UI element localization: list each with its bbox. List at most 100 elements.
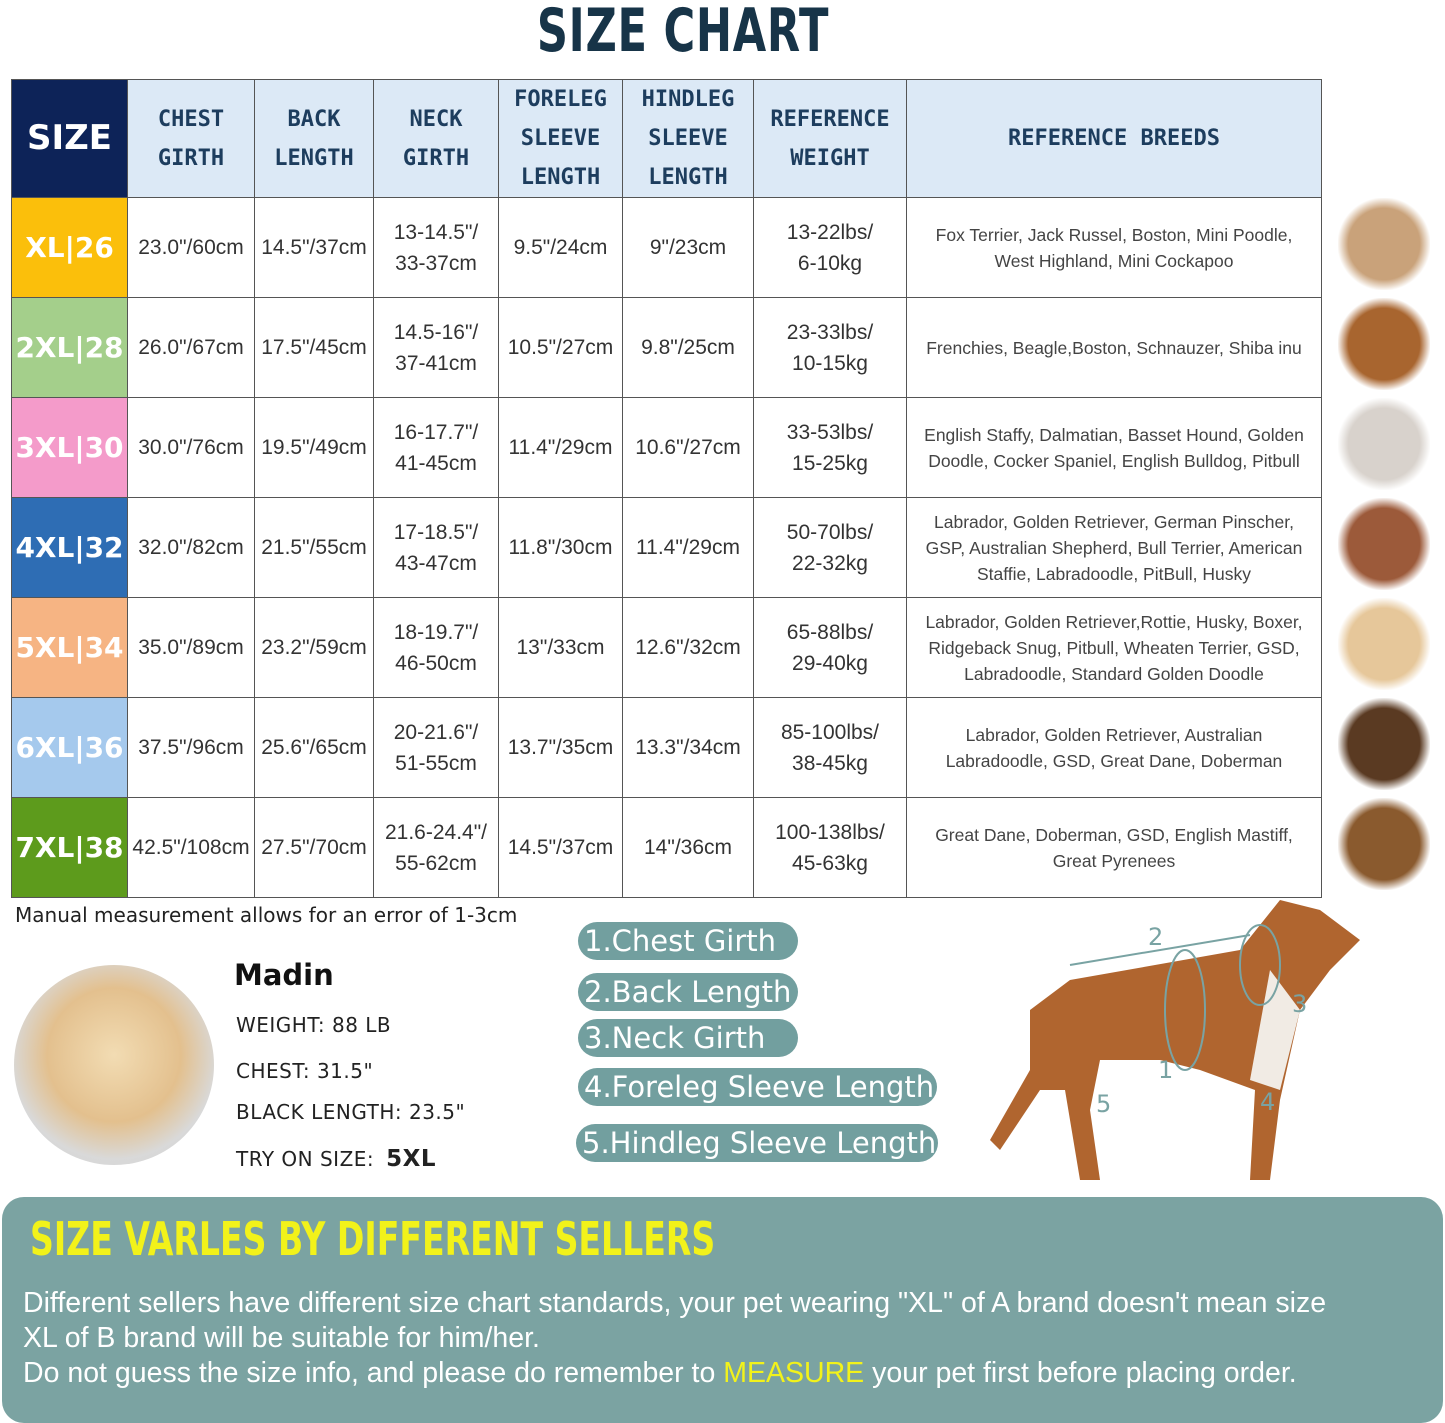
cell-chest: 26.0"/67cm [127,297,255,398]
cell-foreleg: 11.4"/29cm [498,397,623,498]
cell-back: 17.5"/45cm [254,297,374,398]
try-size-value: 5XL [386,1146,437,1172]
cell-hindleg: 11.4"/29cm [622,497,754,598]
table-row: 3XL|30 30.0"/76cm 19.5"/49cm 16-17.7"/ 41-4… [11,397,1322,498]
measure-label: 4.Foreleg Sleeve Length [578,1068,937,1106]
cell-neck: 13-14.5"/ 33-37cm [373,197,499,298]
cell-neck: 18-19.7"/ 46-50cm [373,597,499,698]
breed-dog-photo [1338,498,1430,590]
measure-label: 3.Neck Girth [578,1019,798,1057]
cell-size: 4XL|32 [11,497,128,598]
cell-weight: 50-70lbs/ 22-32kg [753,497,907,598]
cell-weight: 100-138lbs/ 45-63kg [753,797,907,898]
cell-hindleg: 14"/36cm [622,797,754,898]
cell-chest: 23.0"/60cm [127,197,255,298]
cell-back: 14.5"/37cm [254,197,374,298]
cell-back: 27.5"/70cm [254,797,374,898]
cell-size: XL|26 [11,197,128,298]
page-title: SIZE CHART [536,0,830,66]
seller-notice-panel [2,1197,1443,1423]
cell-foreleg: 11.8"/30cm [498,497,623,598]
cell-back: 19.5"/49cm [254,397,374,498]
table-row: 7XL|38 42.5"/108cm 27.5"/70cm 21.6-24.4"/ 5… [11,797,1322,898]
cell-back: 23.2"/59cm [254,597,374,698]
measure-highlight: MEASURE [723,1357,865,1389]
cell-chest: 42.5"/108cm [127,797,255,898]
cell-weight: 33-53lbs/ 15-25kg [753,397,907,498]
cell-back: 25.6"/65cm [254,697,374,798]
dog-measurement-diagram: 2 3 1 4 5 [990,900,1360,1180]
cell-chest: 35.0"/89cm [127,597,255,698]
column-header: NECK GIRTH [373,79,499,198]
breed-dog-photo [1338,798,1430,890]
table-row: 5XL|34 35.0"/89cm 23.2"/59cm 18-19.7"/ 46-5… [11,597,1322,698]
panel-text-line: XL of B brand will be suitable for him/h… [23,1322,540,1354]
cell-neck: 20-21.6"/ 51-55cm [373,697,499,798]
cell-neck: 21.6-24.4"/ 55-62cm [373,797,499,898]
example-try-size: TRY ON SIZE: 5XL [236,1146,436,1172]
cell-weight: 23-33lbs/ 10-15kg [753,297,907,398]
cell-breeds: Labrador, Golden Retriever,Rottie, Husky… [906,597,1322,698]
column-header: FORELEG SLEEVE LENGTH [498,79,623,198]
cell-hindleg: 12.6"/32cm [622,597,754,698]
cell-weight: 65-88lbs/ 29-40kg [753,597,907,698]
diagram-label: 2 [1148,923,1163,951]
column-header: SIZE [11,79,128,198]
breed-dog-photo [1338,398,1430,490]
cell-neck: 14.5-16"/ 37-41cm [373,297,499,398]
cell-chest: 30.0"/76cm [127,397,255,498]
cell-breeds: Fox Terrier, Jack Russel, Boston, Mini P… [906,197,1322,298]
cell-hindleg: 10.6"/27cm [622,397,754,498]
cell-chest: 32.0"/82cm [127,497,255,598]
cell-breeds: Frenchies, Beagle,Boston, Schnauzer, Shi… [906,297,1322,398]
breed-dog-photo [1338,698,1430,790]
table-row: XL|26 23.0"/60cm 14.5"/37cm 13-14.5"/ 33-37… [11,197,1322,298]
cell-foreleg: 10.5"/27cm [498,297,623,398]
diagram-label: 1 [1158,1056,1173,1084]
diagram-label: 5 [1096,1090,1111,1118]
breed-dog-photo [1338,298,1430,390]
cell-foreleg: 13"/33cm [498,597,623,698]
column-header: HINDLEG SLEEVE LENGTH [622,79,754,198]
example-weight: WEIGHT: 88 LB [236,1013,392,1037]
table-row: 4XL|32 32.0"/82cm 21.5"/55cm 17-18.5"/ 43-4… [11,497,1322,598]
cell-back: 21.5"/55cm [254,497,374,598]
cell-hindleg: 9.8"/25cm [622,297,754,398]
example-chest: CHEST: 31.5" [236,1059,374,1083]
cell-size: 3XL|30 [11,397,128,498]
panel-title: SIZE VARLES BY DIFFERENT SELLERS [30,1212,716,1266]
cell-size: 6XL|36 [11,697,128,798]
example-dog-name: Madin [234,958,334,992]
cell-breeds: English Staffy, Dalmatian, Basset Hound,… [906,397,1322,498]
diagram-label: 3 [1292,990,1307,1018]
cell-hindleg: 13.3"/34cm [622,697,754,798]
measure-label: 2.Back Length [578,973,798,1011]
try-label: TRY ON SIZE: [236,1147,375,1171]
breed-dog-photo [1338,598,1430,690]
measurement-note: Manual measurement allows for an error o… [15,903,518,927]
column-header: BACK LENGTH [254,79,374,198]
cell-neck: 16-17.7"/ 41-45cm [373,397,499,498]
cell-chest: 37.5"/96cm [127,697,255,798]
column-header: CHEST GIRTH [127,79,255,198]
measure-label: 5.Hindleg Sleeve Length [576,1124,938,1162]
panel-text-line: Do not guess the size info, and please d… [23,1357,1297,1390]
panel-text: your pet first before placing order. [864,1357,1297,1389]
cell-size: 2XL|28 [11,297,128,398]
measure-label: 1.Chest Girth [578,922,798,960]
table-row: 2XL|28 26.0"/67cm 17.5"/45cm 14.5-16"/ 37-4… [11,297,1322,398]
example-dog-photo [14,965,214,1165]
example-back-length: BLACK LENGTH: 23.5" [236,1100,466,1124]
cell-neck: 17-18.5"/ 43-47cm [373,497,499,598]
cell-weight: 13-22lbs/ 6-10kg [753,197,907,298]
cell-breeds: Great Dane, Doberman, GSD, English Masti… [906,797,1322,898]
column-header: REFERENCE BREEDS [906,79,1322,198]
cell-foreleg: 14.5"/37cm [498,797,623,898]
breed-dog-photo [1338,198,1430,290]
cell-hindleg: 9"/23cm [622,197,754,298]
cell-weight: 85-100lbs/ 38-45kg [753,697,907,798]
diagram-label: 4 [1260,1088,1275,1116]
panel-text-line: Different sellers have different size ch… [23,1287,1327,1319]
cell-size: 7XL|38 [11,797,128,898]
panel-text: Do not guess the size info, and please d… [23,1357,724,1389]
